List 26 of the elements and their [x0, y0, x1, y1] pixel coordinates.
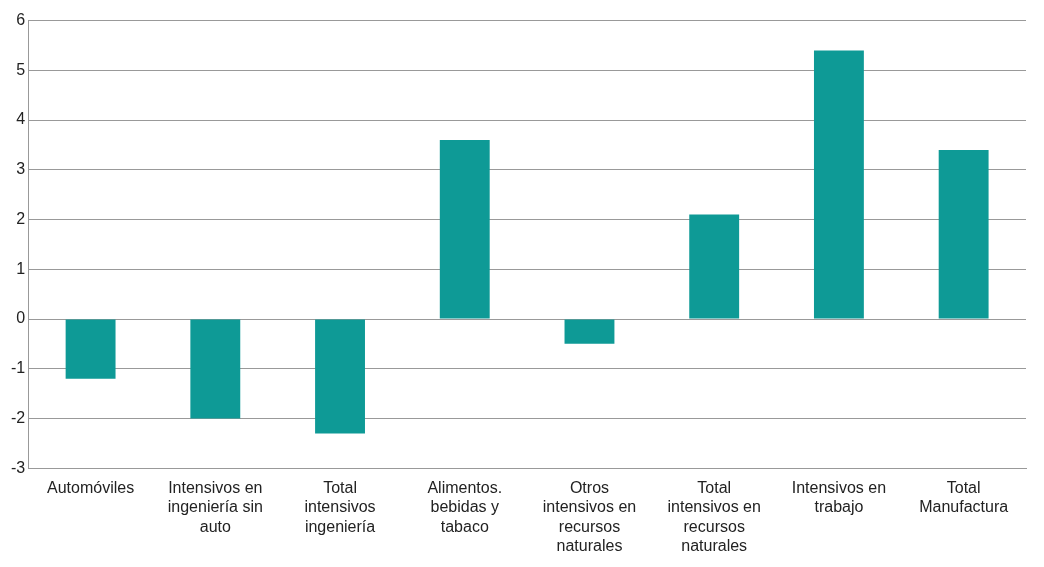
x-tick-label: Intensivos en ingeniería sin auto [167, 479, 263, 535]
x-tick-label: Total intensivos en recursos naturales [667, 479, 761, 554]
y-tick-label: 5 [16, 60, 26, 78]
x-tick-label: Total intensivos ingeniería [304, 479, 376, 535]
x-tick-label: Intensivos en trabajo [791, 479, 887, 516]
bar [564, 319, 615, 344]
bar [689, 214, 740, 319]
x-tick-label: Alimentos. bebidas y tabaco [427, 479, 503, 535]
y-tick-label: -3 [10, 458, 26, 476]
x-tick-label: Otros intensivos en recursos naturales [542, 479, 637, 554]
bar [439, 139, 490, 319]
x-tick-label: Total Manufactura [919, 479, 1009, 516]
bar [938, 149, 989, 319]
bar [813, 50, 864, 319]
bar [65, 319, 116, 379]
bar [315, 319, 365, 434]
y-tick-label: 3 [16, 160, 26, 178]
y-tick-label: 4 [16, 110, 26, 128]
y-tick-label: 1 [16, 259, 26, 277]
y-tick-label: -2 [10, 408, 26, 426]
y-tick-label: -1 [10, 359, 26, 377]
x-tick-label: Automóviles [47, 479, 135, 497]
y-tick-label: 6 [16, 11, 26, 29]
y-tick-label: 2 [16, 209, 26, 227]
bar [190, 319, 241, 419]
y-tick-label: 0 [16, 309, 26, 327]
